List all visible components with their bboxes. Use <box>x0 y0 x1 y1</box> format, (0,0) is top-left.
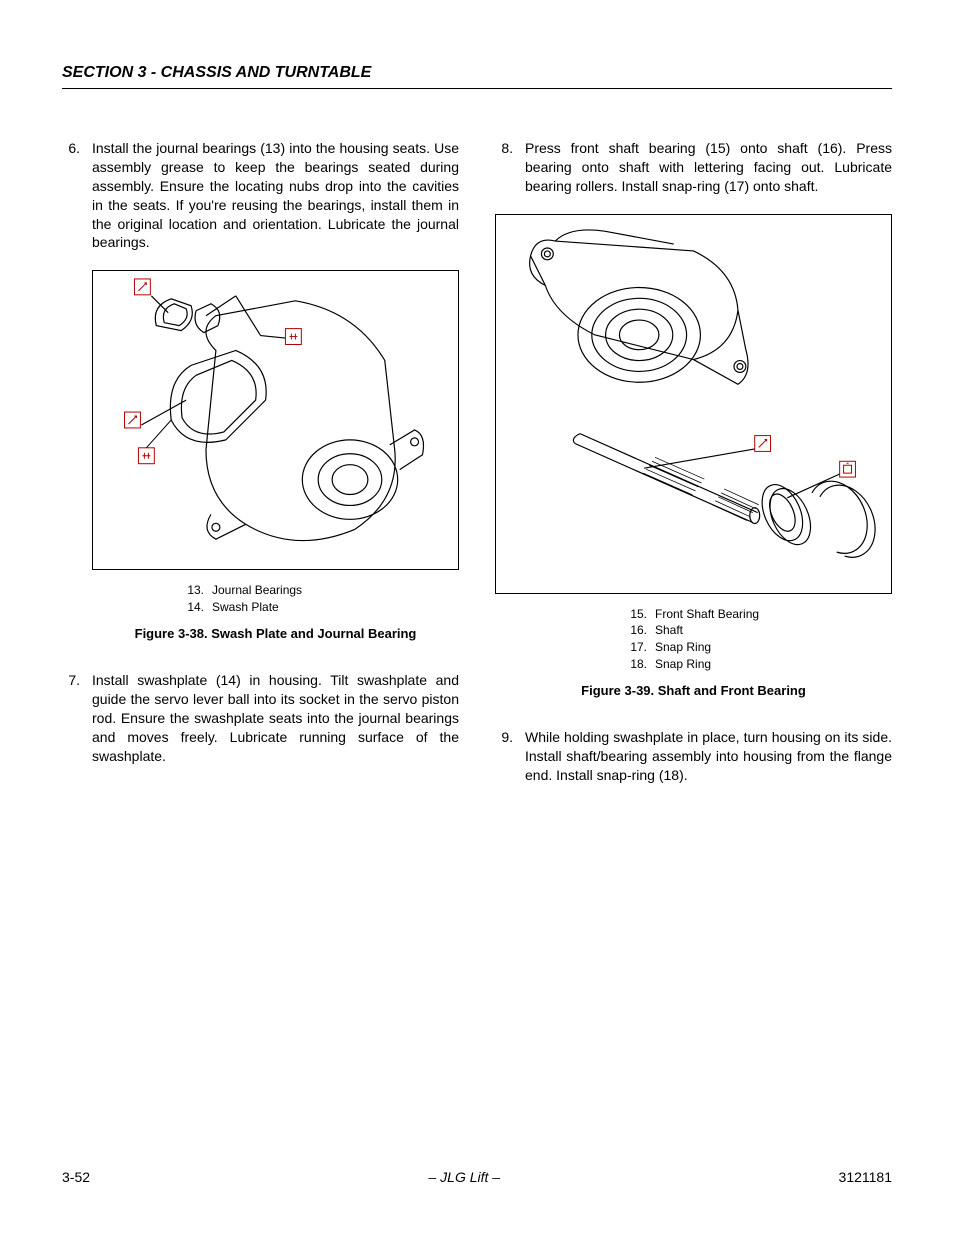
legend-item: 14. Swash Plate <box>92 599 459 616</box>
legend-item: 17. Snap Ring <box>495 639 892 656</box>
callout-icon <box>138 448 154 464</box>
figure-38-caption: Figure 3-38. Swash Plate and Journal Bea… <box>92 626 459 641</box>
step-number: 7. <box>62 671 92 765</box>
two-column-layout: 6. Install the journal bearings (13) int… <box>62 139 892 803</box>
figure-39-caption: Figure 3-39. Shaft and Front Bearing <box>495 683 892 698</box>
figure-3-38 <box>92 270 459 570</box>
legend-item: 15. Front Shaft Bearing <box>495 606 892 623</box>
step-7: 7. Install swashplate (14) in housing. T… <box>62 671 459 765</box>
page-footer: 3-52 – JLG Lift – 3121181 <box>62 1169 892 1185</box>
step-number: 8. <box>495 139 525 196</box>
page-number: 3-52 <box>62 1169 90 1185</box>
shaft-bearing-diagram <box>496 215 891 593</box>
step-number: 9. <box>495 728 525 785</box>
step-text: Press front shaft bearing (15) onto shaf… <box>525 139 892 196</box>
section-header: SECTION 3 - CHASSIS AND TURNTABLE <box>62 64 892 89</box>
step-text: Install swashplate (14) in housing. Tilt… <box>92 671 459 765</box>
callout-icon <box>125 412 141 428</box>
legend-item: 13. Journal Bearings <box>92 582 459 599</box>
legend-item: 16. Shaft <box>495 622 892 639</box>
callout-icon <box>134 279 150 295</box>
figure-39-legend: 15. Front Shaft Bearing 16. Shaft 17. Sn… <box>495 606 892 673</box>
step-number: 6. <box>62 139 92 252</box>
step-text: While holding swashplate in place, turn … <box>525 728 892 785</box>
figure-3-39 <box>495 214 892 594</box>
swash-plate-diagram <box>93 271 458 569</box>
callout-icon <box>755 435 771 451</box>
step-8: 8. Press front shaft bearing (15) onto s… <box>495 139 892 196</box>
legend-item: 18. Snap Ring <box>495 656 892 673</box>
callout-icon <box>840 461 856 477</box>
document-number: 3121181 <box>839 1169 892 1185</box>
figure-38-legend: 13. Journal Bearings 14. Swash Plate <box>92 582 459 616</box>
step-6: 6. Install the journal bearings (13) int… <box>62 139 459 252</box>
callout-icon <box>285 329 301 345</box>
right-column: 8. Press front shaft bearing (15) onto s… <box>495 139 892 803</box>
step-text: Install the journal bearings (13) into t… <box>92 139 459 252</box>
step-9: 9. While holding swashplate in place, tu… <box>495 728 892 785</box>
left-column: 6. Install the journal bearings (13) int… <box>62 139 459 803</box>
footer-brand: – JLG Lift – <box>428 1169 500 1185</box>
